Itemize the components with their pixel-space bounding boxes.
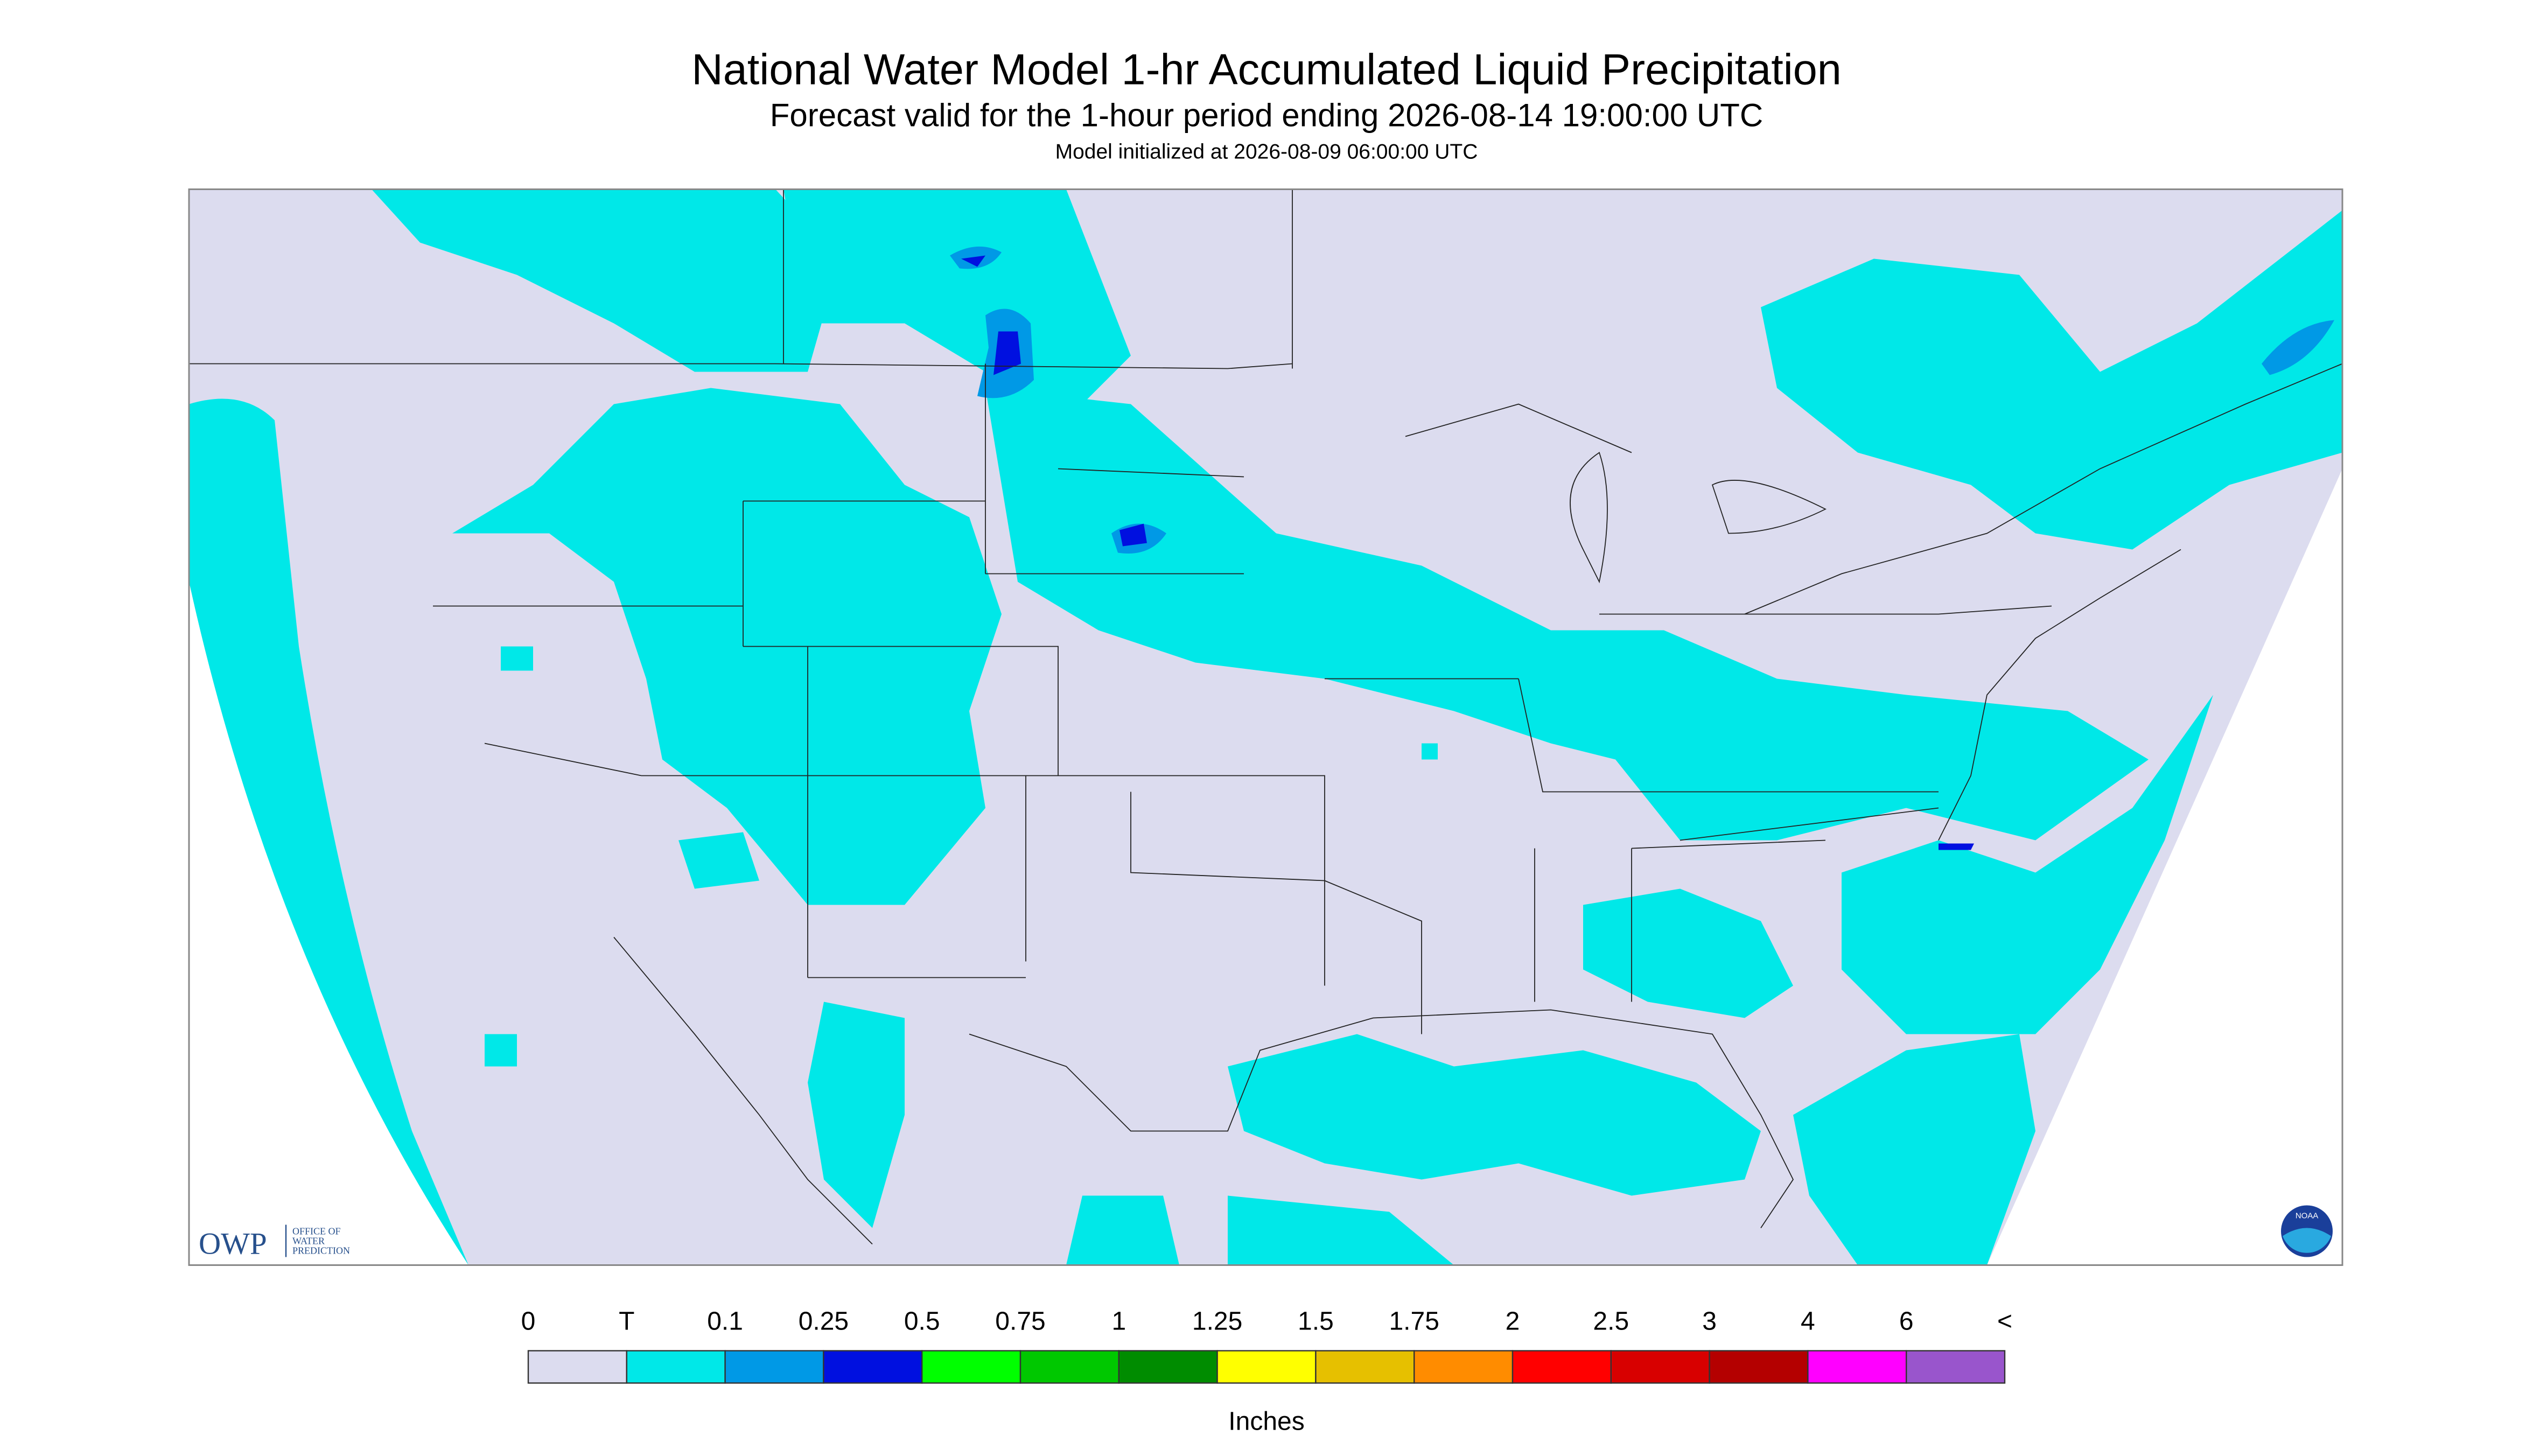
outside-left: [189, 582, 468, 1265]
legend-swatch: [1610, 1350, 1710, 1384]
legend-swatch: [1315, 1350, 1415, 1384]
noaa-text: NOAA: [2296, 1212, 2319, 1221]
legend-label: 2: [1506, 1307, 1520, 1336]
legend-swatch: [527, 1350, 628, 1384]
legend-swatch: [1905, 1350, 2006, 1384]
legend-label: 3: [1702, 1307, 1717, 1336]
boundaries: [189, 189, 2342, 1245]
legend-swatch: [1709, 1350, 1809, 1384]
legend-label: 1: [1111, 1307, 1126, 1336]
owp-subtext: PREDICTION: [292, 1245, 350, 1256]
outside-right: [1987, 468, 2342, 1265]
precip-areas: [189, 189, 2342, 1265]
legend-label: 0.25: [799, 1307, 849, 1336]
title: National Water Model 1-hr Accumulated Li…: [691, 46, 1842, 94]
legend-label: 0.5: [904, 1307, 940, 1336]
legend-label: 0.1: [707, 1307, 743, 1336]
legend-label: 4: [1801, 1307, 1815, 1336]
legend-label: 1.5: [1298, 1307, 1334, 1336]
owp-subtext: WATER: [292, 1236, 325, 1247]
legend-label: T: [619, 1307, 634, 1336]
map: OWP OFFICE OF WATER PREDICTION NOAA: [188, 188, 2343, 1266]
legend-swatch: [1807, 1350, 1907, 1384]
legend-swatch: [1414, 1350, 1514, 1384]
legend-swatch: [1019, 1350, 1120, 1384]
legend-label: 2.5: [1593, 1307, 1629, 1336]
legend: 0 T 0.1 0.25 0.5 0.75 1 1.25 1.5 1.75 2 2.5 3 4 6 <: [521, 1307, 2012, 1384]
legend-swatch: [1118, 1350, 1218, 1384]
legend-label: 0: [521, 1307, 536, 1336]
legend-swatch: [724, 1350, 824, 1384]
map-frame: [188, 188, 2343, 1266]
legend-label: 1.25: [1192, 1307, 1242, 1336]
legend-label: 0.75: [995, 1307, 1045, 1336]
legend-swatch: [626, 1350, 726, 1384]
subtitle: Forecast valid for the 1-hour period end…: [770, 97, 1763, 134]
legend-label: 6: [1899, 1307, 1914, 1336]
legend-swatch: [823, 1350, 923, 1384]
legend-swatch: [1216, 1350, 1317, 1384]
legend-swatch: [1512, 1350, 1612, 1384]
init-time: Model initialized at 2026-08-09 06:00:00…: [1055, 141, 1478, 164]
legend-label: <: [1997, 1307, 2012, 1336]
legend-label: 1.75: [1389, 1307, 1439, 1336]
owp-subtext: OFFICE OF: [292, 1226, 341, 1237]
legend-unit: Inches: [1228, 1408, 1304, 1436]
owp-logo: OWP: [199, 1227, 267, 1261]
legend-swatch: [921, 1350, 1021, 1384]
